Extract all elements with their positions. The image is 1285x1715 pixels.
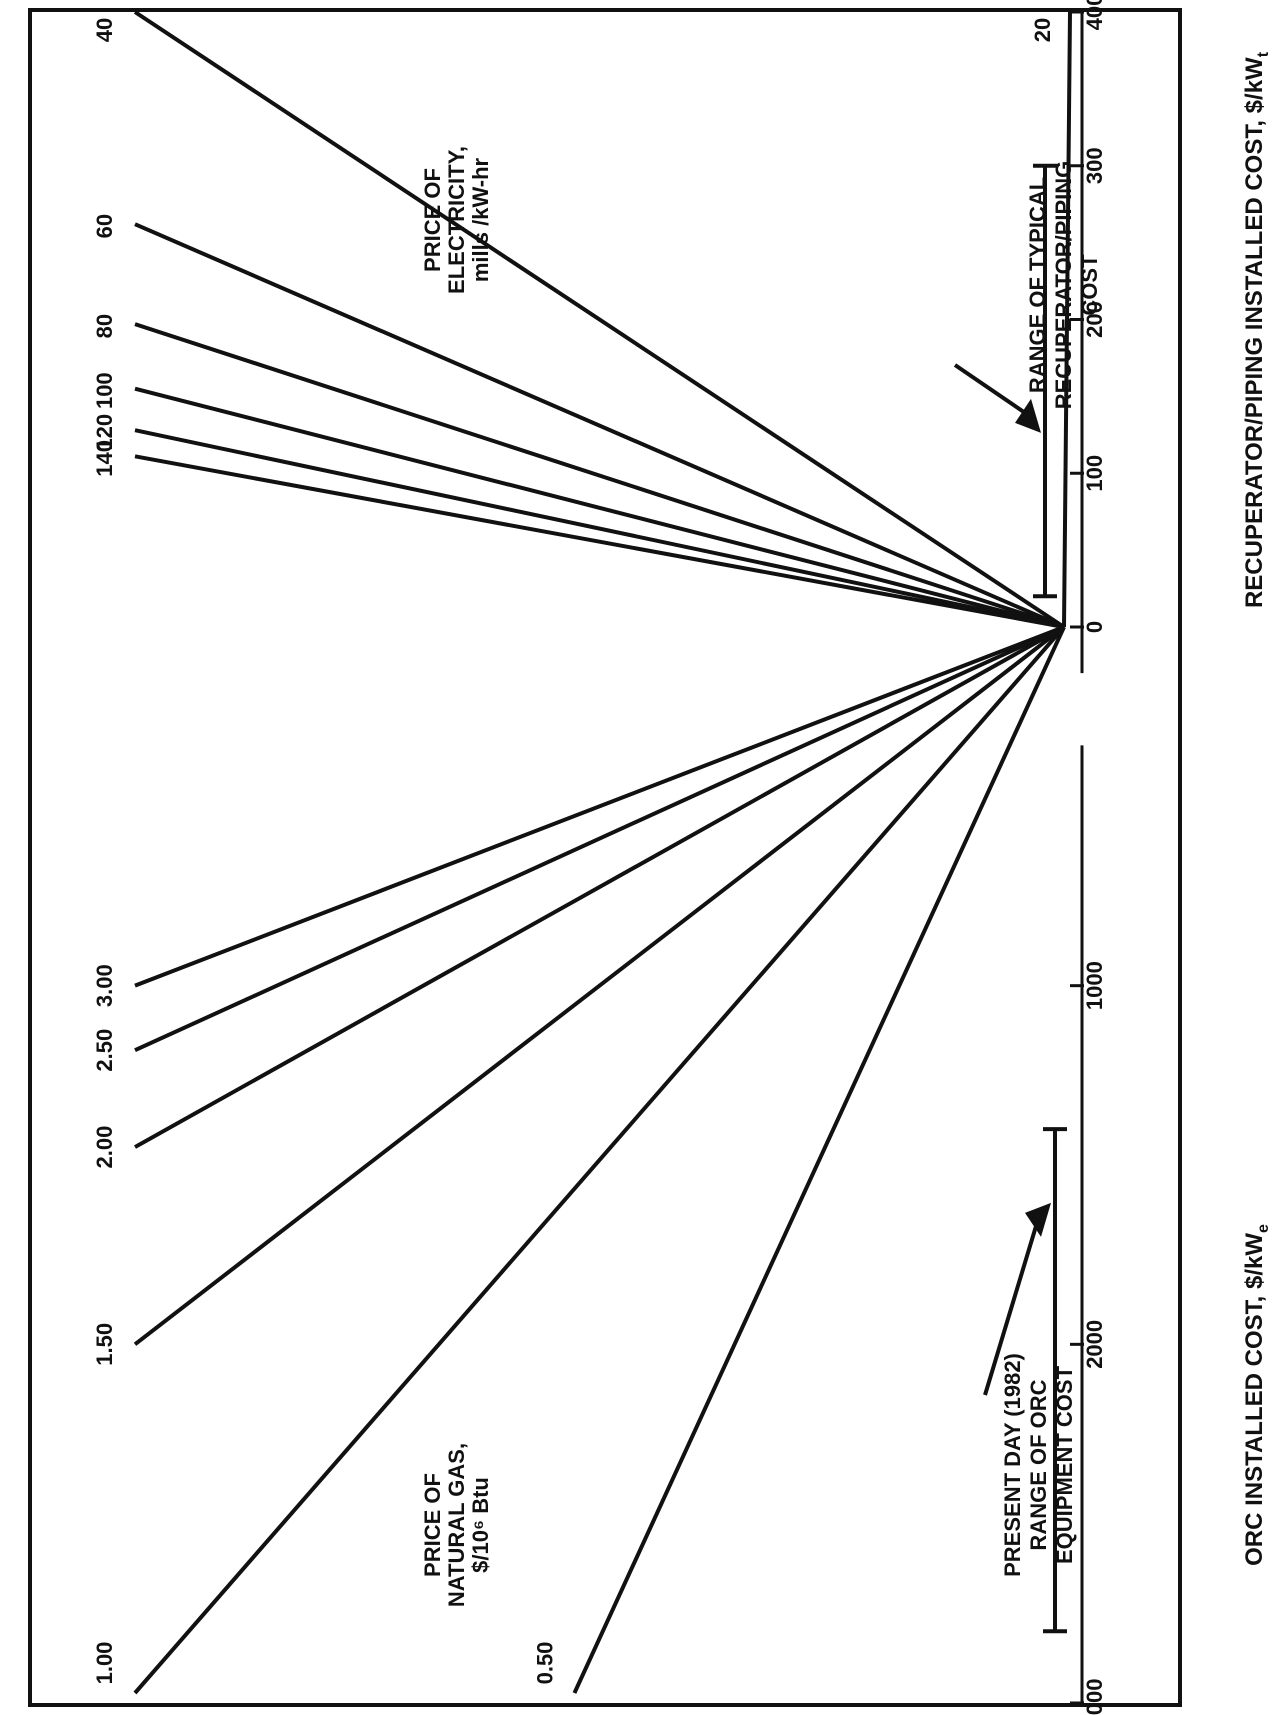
electricity-line-40	[133, 10, 1066, 629]
recuperator-note-line-1: RANGE OF TYPICAL	[1025, 177, 1050, 393]
recuperator-arrowhead	[1015, 398, 1041, 433]
gas-label-line-2: NATURAL GAS,	[444, 1443, 469, 1607]
tick-label-right-200: 200	[1082, 301, 1107, 338]
electricity-label-40: 40	[92, 18, 117, 42]
svg-text:RECUPERATOR/PIPING INSTALLED C: RECUPERATOR/PIPING INSTALLED COST, $/kWt	[1241, 51, 1272, 608]
electricity-label-line-1: PRICE OF	[420, 168, 445, 272]
electricity-label-120: 120	[92, 414, 117, 451]
orc-range-note: PRESENT DAY (1982) RANGE OF ORC EQUIPMEN…	[1000, 1353, 1077, 1577]
electricity-label-80: 80	[92, 314, 117, 338]
gas-label-line-3: $/10⁶ Btu	[468, 1477, 493, 1573]
tick-label-right-400: 400	[1082, 0, 1107, 30]
gas-label-1.50: 1.50	[92, 1323, 117, 1366]
electricity-label-60: 60	[92, 214, 117, 238]
electricity-label-140: 140	[92, 440, 117, 477]
svg-text:ORC INSTALLED COST, $/kWe: ORC INSTALLED COST, $/kWe	[1241, 1224, 1272, 1566]
gas-label-0.50: 0.50	[532, 1642, 557, 1685]
electricity-label-20: 20	[1030, 18, 1055, 42]
electricity-line-140	[134, 454, 1065, 629]
left-axis-title-text: ORC INSTALLED COST, $/kW	[1241, 1233, 1268, 1566]
gas-label-1.00: 1.00	[92, 1642, 117, 1685]
left-axis-title-subscript: e	[1255, 1224, 1272, 1233]
electricity-line-120	[134, 428, 1065, 629]
gas-label-2.50: 2.50	[92, 1029, 117, 1072]
tick-label-right-0: 0	[1082, 621, 1107, 633]
axis-ticks: 0 100 200 300 400 1000 2000 3000	[1070, 0, 1107, 1715]
range-bars	[1033, 163, 1067, 1634]
tick-label-left-1000: 1000	[1082, 961, 1107, 1010]
gas-group-label: PRICE OF NATURAL GAS, $/10⁶ Btu	[420, 1443, 493, 1607]
electricity-line-80	[134, 322, 1065, 629]
orc-note-line-3: EQUIPMENT COST	[1052, 1365, 1077, 1564]
electricity-line-100	[134, 386, 1065, 629]
left-axis-title: ORC INSTALLED COST, $/kWe	[1241, 1224, 1272, 1566]
electricity-label-line-3: mills /kW-hr	[468, 157, 493, 282]
gas-line-2.00	[134, 625, 1065, 1149]
recuperator-note-line-3: COST	[1077, 254, 1102, 316]
right-axis-title-subscript: t	[1255, 51, 1272, 57]
right-axis-title-text: RECUPERATOR/PIPING INSTALLED COST, $/kW	[1241, 57, 1268, 608]
orc-note-line-2: RANGE OF ORC	[1026, 1379, 1051, 1550]
gas-label-3.00: 3.00	[92, 964, 117, 1007]
gas-line-3.00	[134, 625, 1065, 988]
recuperator-note-line-2: RECUPERATOR/PIPING	[1051, 161, 1076, 410]
electricity-label-line-2: ELECTRICITY,	[444, 146, 469, 294]
electricity-line-20	[1062, 11, 1072, 628]
gas-line-2.50	[134, 625, 1065, 1053]
tick-label-left-2000: 2000	[1082, 1320, 1107, 1369]
right-axis-title: RECUPERATOR/PIPING INSTALLED COST, $/kWt	[1241, 51, 1272, 608]
chart-frame	[28, 8, 1182, 1707]
orc-arrow-line	[983, 1222, 1039, 1396]
gas-label-2.00: 2.00	[92, 1126, 117, 1169]
orc-note-line-1: PRESENT DAY (1982)	[1000, 1353, 1025, 1577]
frame-rect	[28, 8, 1182, 1707]
tick-label-right-100: 100	[1082, 455, 1107, 492]
arrowheads	[953, 363, 1051, 1396]
recuperator-arrow-line	[953, 363, 1027, 415]
gas-label-line-1: PRICE OF	[420, 1473, 445, 1577]
recuperator-range-note: RANGE OF TYPICAL RECUPERATOR/PIPING COST	[1025, 161, 1102, 410]
electricity-group-label: PRICE OF ELECTRICITY, mills /kW-hr	[420, 146, 493, 294]
orc-arrowhead	[1025, 1202, 1051, 1237]
electricity-label-100: 100	[92, 372, 117, 409]
tick-label-right-300: 300	[1082, 147, 1107, 184]
series-lines	[133, 10, 1072, 1695]
gas-line-0.50	[572, 626, 1066, 1694]
electricity-line-60	[134, 222, 1065, 629]
gas-line-1.00	[133, 625, 1066, 1695]
gas-line-1.50	[133, 625, 1066, 1346]
tick-label-left-3000: 3000	[1082, 1679, 1107, 1715]
